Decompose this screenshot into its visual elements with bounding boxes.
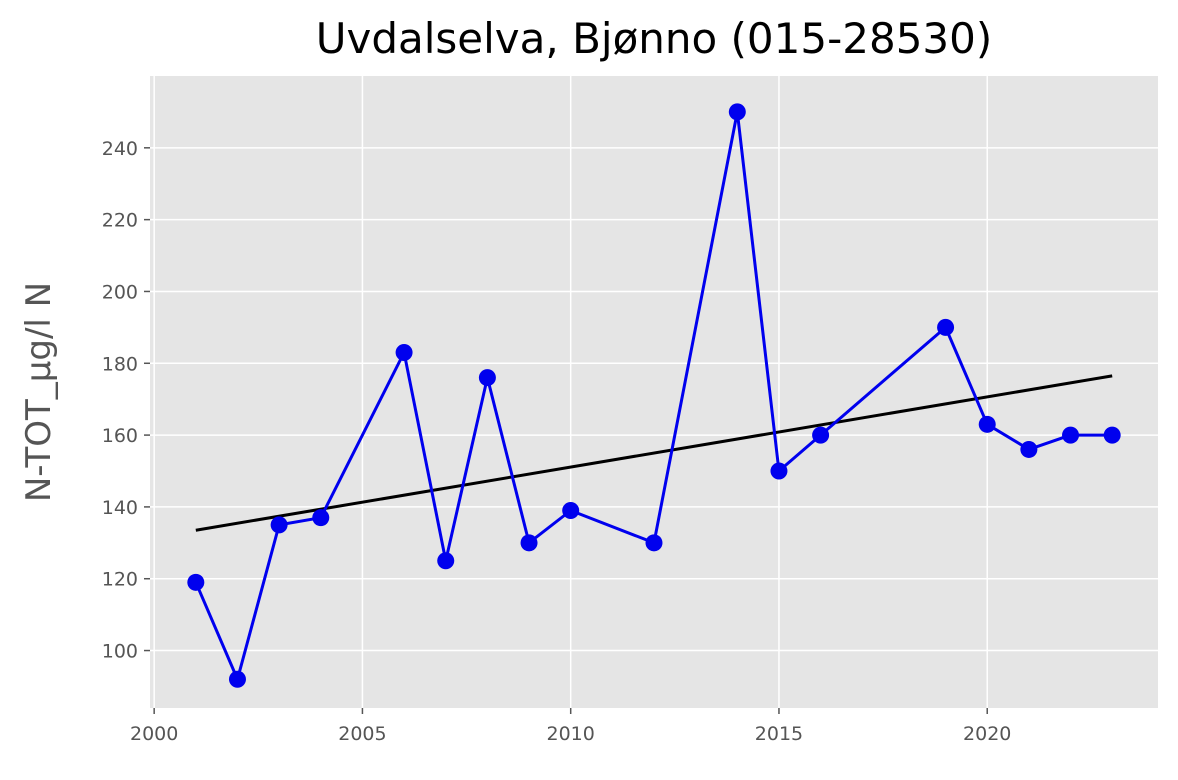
y-tick-label: 140 xyxy=(102,497,138,519)
trend-layer xyxy=(195,374,1113,532)
grid-lines xyxy=(150,76,1158,708)
trend-line xyxy=(195,374,1113,532)
x-tick-label: 2010 xyxy=(547,723,595,745)
chart-title: Uvdalselva, Bjønno (015-28530) xyxy=(315,14,993,63)
data-point xyxy=(478,369,496,387)
series-layer xyxy=(187,103,1121,688)
data-point xyxy=(562,502,580,519)
y-tick-label: 240 xyxy=(102,138,138,160)
axis-ticks: 2000 2005 2010 2015 2020 100 120 140 160 180 200 22… xyxy=(102,138,1012,745)
data-point xyxy=(937,318,955,336)
data-point xyxy=(228,670,246,688)
x-tick-label: 2000 xyxy=(130,723,178,745)
data-point xyxy=(1062,426,1080,444)
plot-area xyxy=(150,76,1158,708)
y-tick-label: 200 xyxy=(102,281,138,303)
data-point xyxy=(1103,426,1121,444)
y-tick-label: 180 xyxy=(102,353,138,375)
data-point xyxy=(395,344,413,361)
y-tick-label: 220 xyxy=(102,210,138,232)
data-point xyxy=(312,509,330,527)
y-tick-label: 160 xyxy=(102,425,138,447)
y-tick-label: 120 xyxy=(102,569,138,591)
data-point xyxy=(978,415,996,433)
y-axis-label: N-TOT_µg/l N xyxy=(19,282,59,502)
x-tick-label: 2015 xyxy=(755,723,803,745)
data-point xyxy=(437,552,455,570)
data-point xyxy=(270,516,288,534)
data-point xyxy=(645,534,663,552)
data-point xyxy=(728,103,746,121)
y-tick-label: 100 xyxy=(102,641,138,663)
data-point xyxy=(187,573,205,591)
data-point xyxy=(520,534,538,552)
data-point xyxy=(812,426,830,444)
x-tick-label: 2005 xyxy=(338,723,386,745)
data-point xyxy=(1020,440,1038,458)
data-point xyxy=(770,462,788,480)
x-tick-label: 2020 xyxy=(963,723,1011,745)
